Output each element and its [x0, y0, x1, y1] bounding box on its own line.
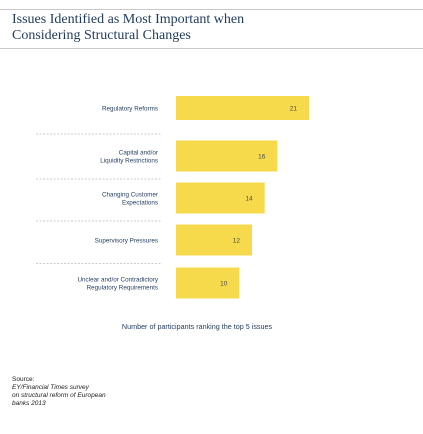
bar-value-label-3: 14 — [245, 196, 253, 203]
source-line-1: Source: EY/Financial Times survey — [12, 376, 106, 392]
source-note: Source: EY/Financial Times survey on str… — [12, 376, 106, 408]
category-label-line: Unclear and/or Contradictory — [78, 277, 159, 284]
chart-title: Issues Identified as Most Important when… — [12, 12, 412, 44]
bar-3 — [176, 182, 265, 214]
category-label-line: Capital and/or — [119, 150, 158, 157]
category-label-3: Changing Customer Expectations — [102, 192, 158, 207]
bar-chart: 21 Regulatory Reforms 16 Capital and/or Liqu… — [36, 96, 309, 331]
bar-1 — [176, 96, 309, 120]
category-label-line: Liquidity Restrictions — [100, 158, 158, 165]
bar-value-label-1: 21 — [290, 106, 298, 113]
title-rule — [0, 48, 423, 49]
source-line-2: on structural reform of European — [12, 392, 106, 399]
x-axis-label: Number of participants ranking the top 5… — [122, 322, 273, 331]
source-line-3: banks 2013 — [12, 400, 46, 407]
top-rule — [0, 0, 423, 10]
chart-title-line-2: Considering Structural Changes — [12, 28, 191, 43]
category-label-1: Regulatory Reforms — [102, 106, 158, 113]
source-prefix: Source: — [12, 376, 35, 383]
category-label-line: Regulatory Requirements — [87, 285, 158, 292]
category-label-line: Regulatory Reforms — [102, 106, 158, 113]
category-label-2: Capital and/or Liquidity Restrictions — [100, 150, 158, 165]
chart-title-line-1: Issues Identified as Most Important when — [12, 12, 245, 27]
category-label-line: Changing Customer — [102, 192, 158, 199]
bar-2 — [176, 140, 278, 172]
category-label-line: Supervisory Pressures — [95, 238, 158, 245]
bar-value-label-4: 12 — [233, 238, 241, 245]
bar-5 — [176, 267, 240, 299]
source-text-1: EY/Financial Times survey — [12, 384, 89, 391]
bar-4 — [176, 224, 252, 256]
category-label-5: Unclear and/or Contradictory Regulatory R… — [78, 277, 159, 292]
category-label-line: Expectations — [122, 200, 158, 207]
bar-value-label-2: 16 — [258, 154, 266, 161]
category-label-4: Supervisory Pressures — [95, 238, 158, 245]
bar-value-label-5: 10 — [220, 281, 228, 288]
